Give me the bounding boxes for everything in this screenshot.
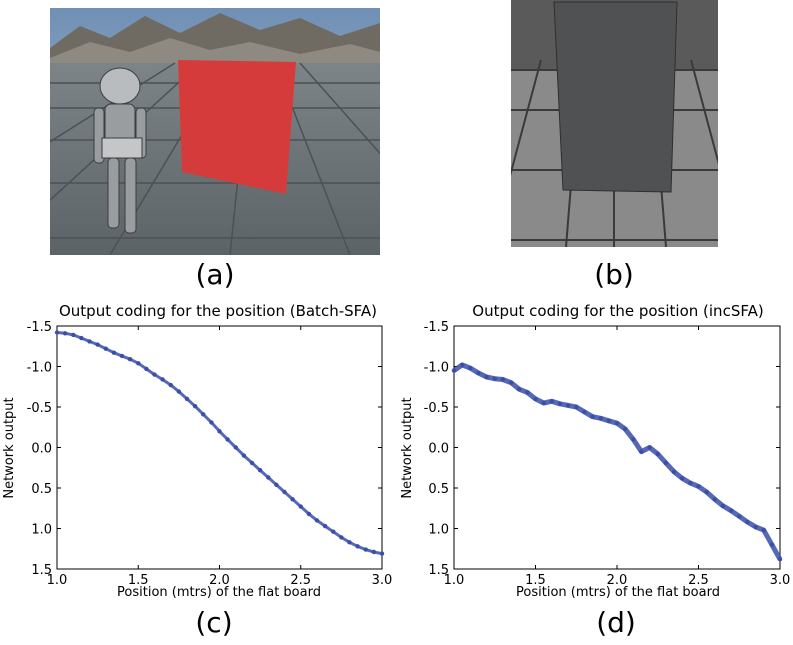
y-tick-label: -1.0	[27, 361, 52, 376]
board-camera-photo	[511, 0, 718, 247]
panel-label-c: (c)	[195, 606, 233, 639]
chart-batch-sfa: Output coding for the position (Batch-SF…	[2, 302, 393, 600]
y-tick-label: 0.5	[428, 482, 449, 497]
y-tick-label: -1.5	[27, 320, 52, 335]
x-tick-label: 1.5	[525, 573, 546, 588]
x-tick-label: 1.0	[444, 573, 465, 588]
grey-board	[553, 1, 678, 193]
y-axis-label: Network output	[2, 397, 17, 498]
panel-label-a: (a)	[195, 258, 235, 291]
panel-label-b: (b)	[594, 258, 634, 291]
chart-title: Output coding for the position (incSFA)	[472, 302, 763, 320]
chart-incsfa: Output coding for the position (incSFA) …	[400, 302, 791, 600]
robot-figure	[93, 67, 147, 234]
data-trace	[56, 331, 383, 556]
x-tick-label: 1.5	[128, 573, 149, 588]
chart-title: Output coding for the position (Batch-SF…	[59, 302, 377, 320]
y-tick-label: -1.5	[424, 320, 449, 335]
data-points	[54, 330, 385, 556]
y-tick-label: 1.5	[428, 563, 449, 578]
x-tick-label: 2.0	[607, 573, 628, 588]
x-tick-label: 2.0	[209, 573, 230, 588]
panel-label-d: (d)	[596, 606, 636, 639]
y-tick-label: 0.0	[428, 442, 449, 457]
x-tick-label: 3.0	[372, 573, 393, 588]
y-tick-label: 1.0	[31, 523, 52, 538]
x-axis-label: Position (mtrs) of the flat board	[516, 585, 720, 600]
y-axis-label: Network output	[400, 397, 415, 498]
x-ticks: 1.0 1.5 2.0 2.5 3.0	[444, 326, 791, 588]
data-points	[451, 362, 783, 562]
red-board	[178, 60, 296, 194]
x-tick-label: 2.5	[290, 573, 311, 588]
data-trace	[452, 362, 783, 561]
y-tick-label: -0.5	[424, 401, 449, 416]
y-tick-label: 1.5	[31, 563, 52, 578]
robot-scene-photo	[50, 8, 380, 255]
y-tick-label: -1.0	[424, 361, 449, 376]
x-axis-label: Position (mtrs) of the flat board	[117, 585, 321, 600]
y-ticks: -1.5 -1.0 -0.5 0.0 0.5 1.0 1.5	[424, 320, 780, 578]
plot-area	[453, 325, 781, 570]
x-ticks: 1.0 1.5 2.0 2.5 3.0	[47, 326, 393, 588]
y-ticks: -1.5 -1.0 -0.5 0.0 0.5 1.0 1.5	[27, 320, 382, 578]
y-tick-label: 1.0	[428, 523, 449, 538]
y-tick-label: 0.5	[31, 482, 52, 497]
x-tick-label: 3.0	[770, 573, 791, 588]
y-tick-label: -0.5	[27, 401, 52, 416]
x-tick-label: 2.5	[688, 573, 709, 588]
x-tick-label: 1.0	[47, 573, 68, 588]
y-tick-label: 0.0	[31, 442, 52, 457]
